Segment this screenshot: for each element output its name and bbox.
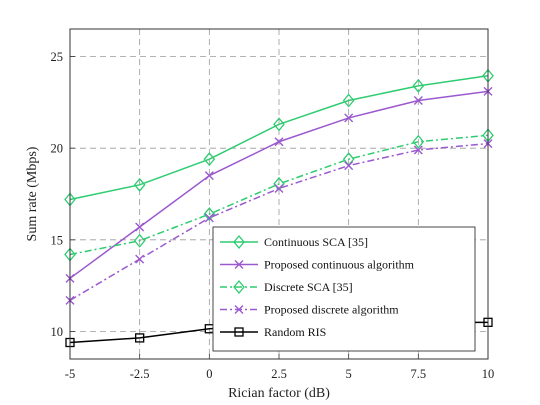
legend-marker [233,234,245,250]
y-tick-label: 10 [51,325,64,339]
y-tick-label: 15 [51,233,64,247]
legend-item-proposed-continuous-algorithm: Proposed continuous algorithm [220,258,415,272]
data-point-continuous-sca-35 [273,117,285,132]
data-point-proposed-discrete-algorithm [135,254,145,264]
legend-marker [233,279,245,295]
data-point-proposed-continuous-algorithm [344,113,354,123]
x-tick-label: -5 [65,367,75,381]
data-point-discrete-sca-35 [133,233,146,248]
data-point-continuous-sca-35 [203,152,216,167]
series-line-continuous-sca-35 [69,75,489,201]
data-point-proposed-discrete-algorithm [413,145,423,155]
x-axis-label: Rician factor (dB) [228,386,330,401]
legend-item-proposed-discrete-algorithm: Proposed discrete algorithm [220,303,399,317]
legend-item-random-ris: Random RIS [220,325,326,339]
data-point-random-ris [135,333,145,343]
x-tick-label: 7.5 [411,367,427,381]
x-tick-label: 0 [206,367,212,381]
series-proposed-continuous-algorithm [65,86,493,283]
data-point-discrete-sca-35 [273,176,285,191]
data-point-proposed-continuous-algorithm [274,137,284,147]
data-point-continuous-sca-35 [412,78,425,93]
x-tick-label: -2.5 [130,367,150,381]
y-tick-label: 25 [51,50,64,64]
legend-marker [234,260,244,269]
data-point-discrete-sca-35 [412,134,425,149]
x-tick-label: 2.5 [271,367,287,381]
data-point-proposed-continuous-algorithm [135,222,145,232]
legend-label: Proposed discrete algorithm [264,303,399,317]
y-axis-label: Sum rate (Mbps) [25,146,40,241]
legend-marker [234,327,244,337]
plot-frame [69,28,489,360]
legend-box [212,226,476,352]
data-point-discrete-sca-35 [203,207,216,222]
legend-marker [234,305,244,314]
data-point-proposed-continuous-algorithm [204,171,214,181]
data-point-continuous-sca-35 [133,177,146,192]
data-point-proposed-discrete-algorithm [204,213,214,223]
legend-item-discrete-sca-35: Discrete SCA [35] [220,279,353,295]
legend-label: Proposed continuous algorithm [264,258,415,272]
data-point-proposed-discrete-algorithm [274,184,284,193]
legend-label: Random RIS [264,325,326,339]
data-point-proposed-discrete-algorithm [344,161,354,171]
legend: Continuous SCA [35] Proposed continuous a… [212,226,476,352]
series-line-discrete-sca-35 [69,134,489,256]
data-point-proposed-continuous-algorithm [413,96,423,105]
legend-label: Discrete SCA [35] [264,280,353,294]
legend-label: Continuous SCA [35] [264,235,368,249]
legend-item-continuous-sca-35: Continuous SCA [35] [220,234,368,250]
x-tick-label: 10 [482,367,495,381]
y-axis-ticks: 10 15 20 25 [51,50,75,339]
series-proposed-discrete-algorithm [65,139,493,305]
y-tick-label: 20 [51,142,64,156]
x-tick-label: 5 [346,367,352,381]
x-axis-ticks: -5 -2.5 0 2.5 5 7.5 10 [65,354,494,381]
data-point-continuous-sca-35 [342,93,355,108]
